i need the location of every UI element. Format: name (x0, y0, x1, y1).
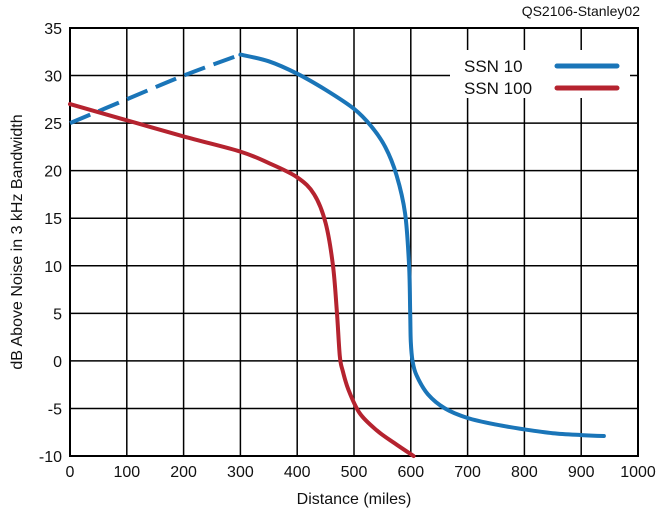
x-tick-label: 500 (341, 464, 368, 481)
x-tick-label: 700 (454, 464, 481, 481)
legend: SSN 10 SSN 100 (450, 50, 630, 98)
grid (69, 27, 639, 457)
y-tick-label: -5 (48, 401, 62, 418)
x-tick-label: 800 (511, 464, 538, 481)
series-line-ssn-10-dashed (69, 52, 242, 125)
legend-label-ssn-10: SSN 10 (464, 57, 523, 76)
y-axis-label: dB Above Noise in 3 kHz Bandwidth (9, 114, 26, 369)
x-tick-label: 0 (66, 464, 75, 481)
y-tick-label: -10 (39, 449, 62, 466)
y-tick-label: 30 (44, 69, 62, 86)
x-axis-label: Distance (miles) (297, 491, 412, 508)
tick-labels: 0 100 200 300 400 500 600 700 800 900 1000 -10 -5 0 5 1… (39, 21, 656, 481)
y-tick-label: 10 (44, 259, 62, 276)
y-tick-label: 5 (53, 306, 62, 323)
x-tick-label: 600 (397, 464, 424, 481)
series-line-ssn-10 (238, 52, 606, 438)
x-tick-label: 100 (113, 464, 140, 481)
plot-frame (69, 27, 639, 457)
y-tick-label: 25 (44, 116, 62, 133)
series-layer (68, 52, 606, 458)
legend-label-ssn-100: SSN 100 (464, 79, 532, 98)
x-tick-label: 900 (568, 464, 595, 481)
x-tick-label: 1000 (620, 464, 656, 481)
x-tick-label: 300 (227, 464, 254, 481)
x-tick-label: 200 (170, 464, 197, 481)
x-tick-label: 400 (284, 464, 311, 481)
series-line-ssn-100 (68, 102, 416, 458)
y-tick-label: 35 (44, 21, 62, 38)
figure-id: QS2106-Stanley02 (522, 3, 641, 19)
y-tick-label: 20 (44, 164, 62, 181)
y-tick-label: 0 (53, 354, 62, 371)
y-tick-label: 15 (44, 211, 62, 228)
